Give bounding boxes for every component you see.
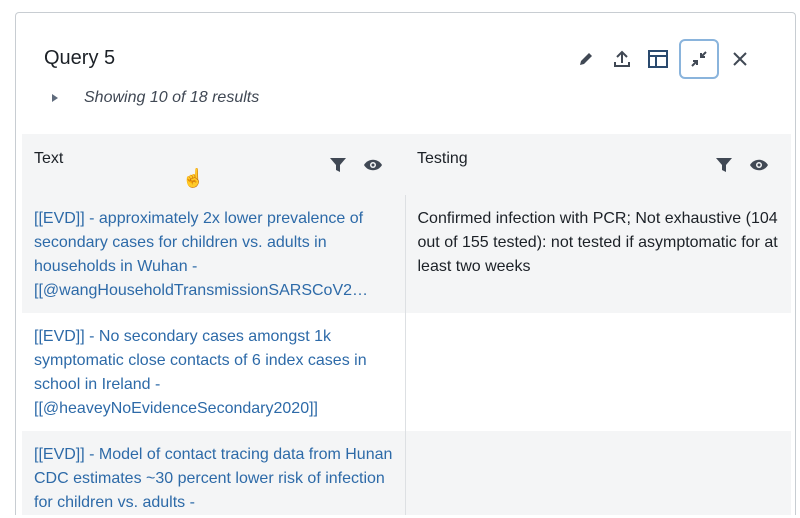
eye-icon[interactable] [749, 156, 769, 174]
export-button[interactable] [607, 40, 637, 78]
results-table: Text Testing [[EVD]] - approximately 2x … [22, 134, 791, 515]
upload-icon [614, 50, 630, 67]
minimize-icon [691, 51, 707, 67]
filter-icon[interactable] [715, 156, 733, 174]
pencil-icon [580, 53, 592, 65]
column-header-testing[interactable]: Testing [405, 134, 791, 195]
hand-cursor-icon: ☝ [182, 168, 205, 188]
table-header: Text Testing [22, 134, 791, 195]
cell-testing [405, 313, 791, 431]
table-row: [[EVD]] - approximately 2x lower prevale… [22, 195, 791, 313]
table-row: [[EVD]] - Model of contact tracing data … [22, 431, 791, 515]
layout-button[interactable] [643, 40, 673, 78]
filter-icon[interactable] [329, 156, 347, 174]
cell-testing: Confirmed infection with PCR; Not exhaus… [405, 195, 791, 313]
cell-testing [405, 431, 791, 515]
query-panel: Query 5 Showing 10 of 18 results Text Te… [15, 12, 796, 515]
edit-button[interactable] [571, 40, 601, 78]
results-summary: Showing 10 of 18 results [52, 89, 259, 107]
expand-caret-icon[interactable] [52, 94, 58, 102]
close-button[interactable] [725, 40, 755, 78]
panel-title: Query 5 [44, 47, 116, 69]
panel-toolbar [571, 39, 755, 79]
results-count: Showing 10 of 18 results [84, 89, 260, 106]
cell-text-link[interactable]: [[EVD]] - Model of contact tracing data … [22, 431, 406, 515]
layout-icon [648, 50, 668, 68]
cell-text-link[interactable]: [[EVD]] - No secondary cases amongst 1k … [22, 313, 406, 431]
table-row: [[EVD]] - No secondary cases amongst 1k … [22, 313, 791, 431]
close-icon [733, 52, 747, 66]
column-header-text[interactable]: Text [22, 134, 405, 195]
eye-icon[interactable] [363, 156, 383, 174]
cell-text-link[interactable]: [[EVD]] - approximately 2x lower prevale… [22, 195, 406, 313]
minimize-button[interactable] [679, 39, 719, 79]
